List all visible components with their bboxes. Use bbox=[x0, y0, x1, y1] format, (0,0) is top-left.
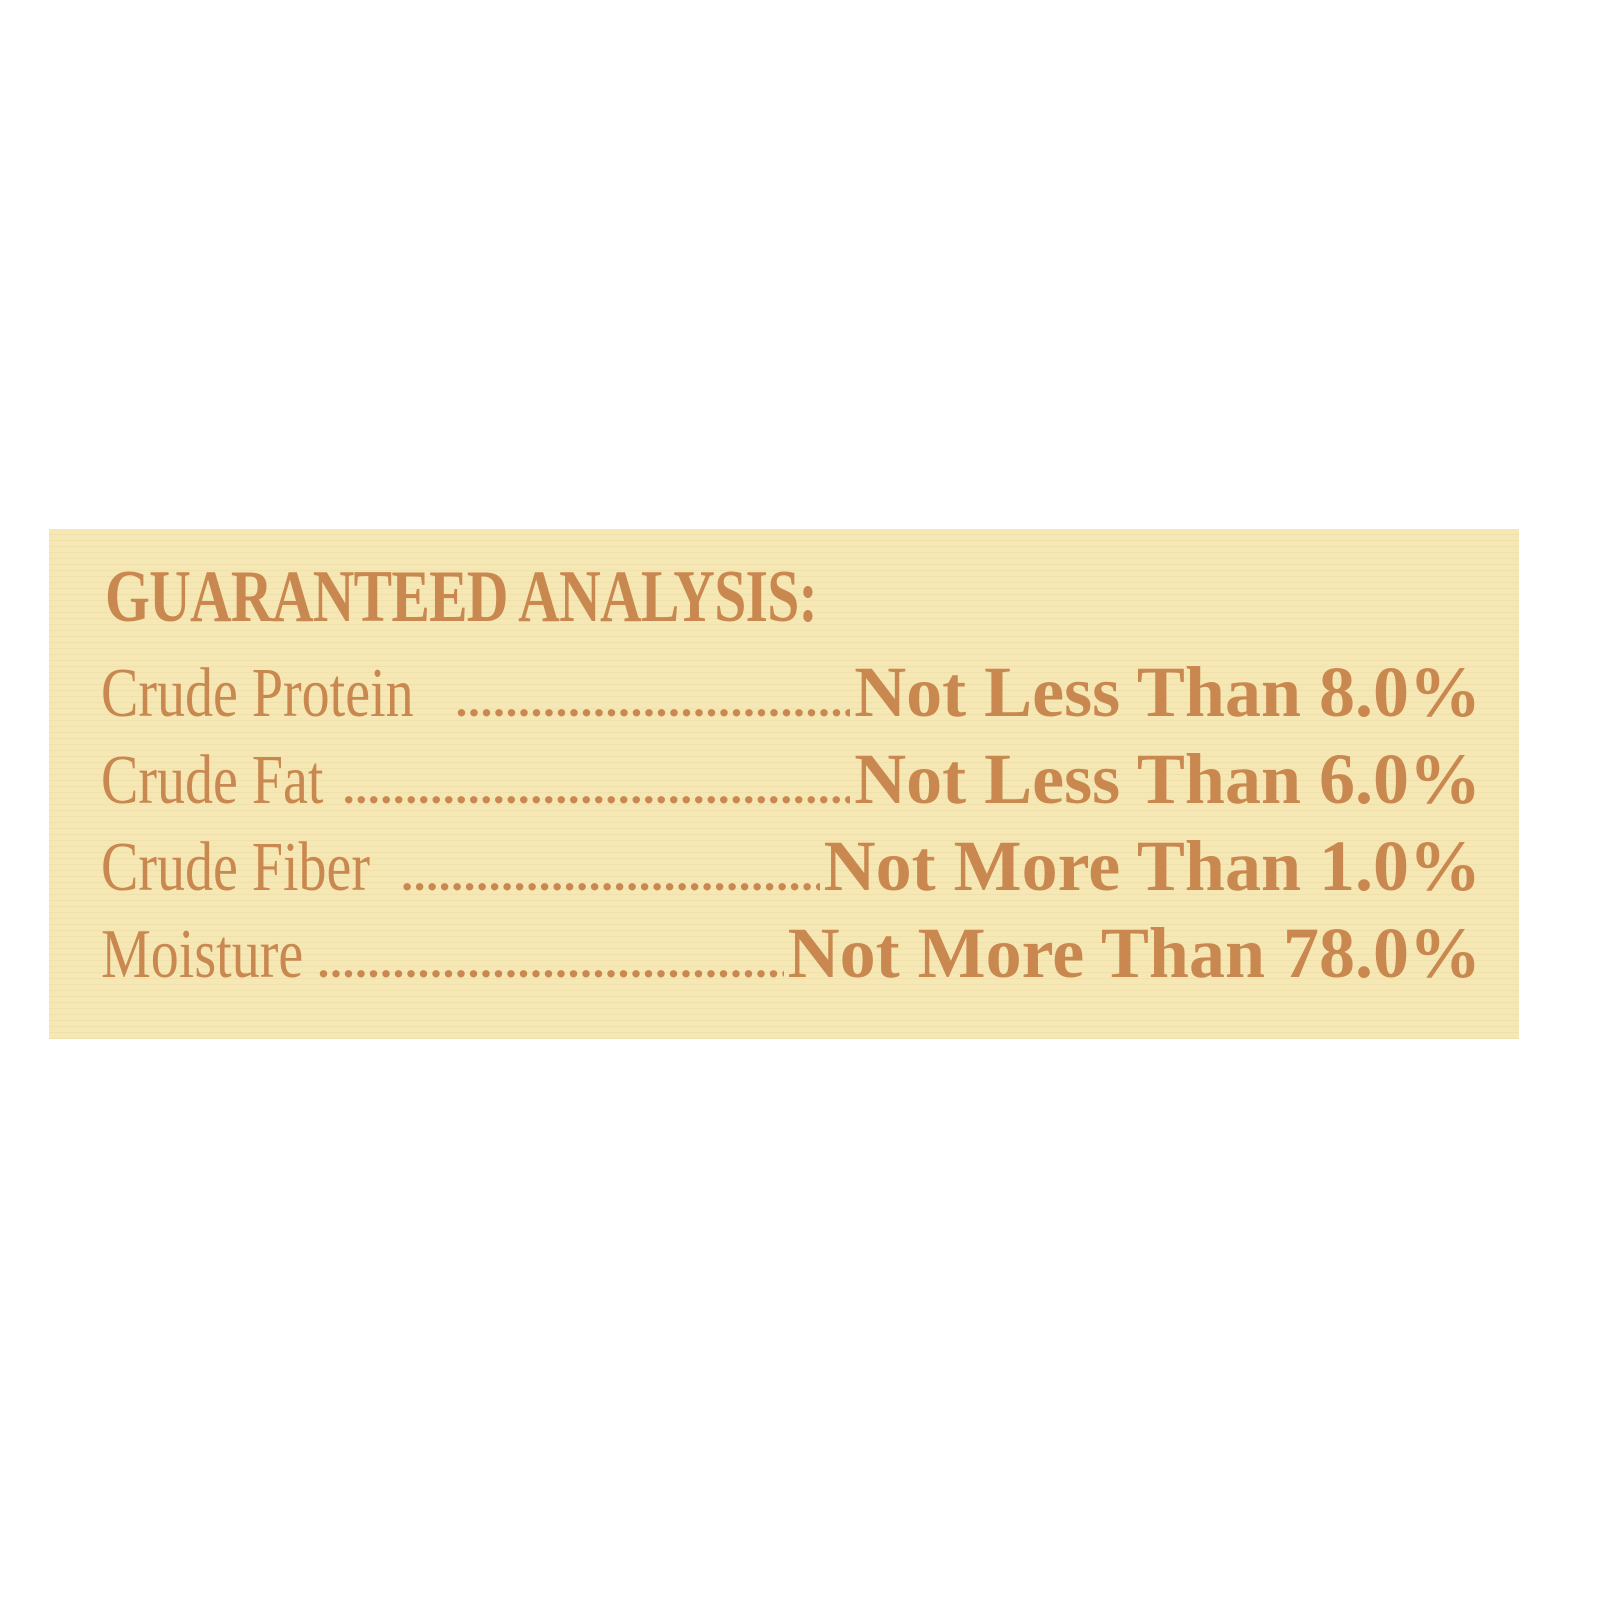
analysis-row: Crude Fiber ............................… bbox=[101, 826, 1481, 908]
nutrient-name: Moisture bbox=[101, 916, 304, 993]
nutrient-name: Crude Fiber bbox=[101, 829, 371, 906]
nutrient-value: Not Less Than 8.0% bbox=[854, 652, 1481, 732]
guaranteed-analysis-label: GUARANTEED ANALYSIS: Crude Protein .....… bbox=[49, 529, 1519, 1039]
nutrient-value: Not More Than 1.0% bbox=[823, 826, 1481, 906]
label-title: GUARANTEED ANALYSIS: bbox=[105, 556, 818, 638]
nutrient-value: Not More Than 78.0% bbox=[787, 913, 1481, 993]
analysis-row: Crude Protein ..........................… bbox=[101, 652, 1481, 734]
nutrient-name: Crude Protein bbox=[101, 655, 414, 732]
leader-dots: ........................................… bbox=[455, 678, 850, 726]
leader-dots: ........................................… bbox=[401, 852, 819, 900]
nutrient-name: Crude Fat bbox=[101, 742, 324, 819]
leader-dots: ........................................… bbox=[343, 765, 850, 813]
analysis-row: Crude Fat ..............................… bbox=[101, 739, 1481, 821]
analysis-row: Moisture ...............................… bbox=[101, 913, 1481, 995]
nutrient-value: Not Less Than 6.0% bbox=[854, 739, 1481, 819]
leader-dots: ........................................… bbox=[317, 939, 784, 987]
